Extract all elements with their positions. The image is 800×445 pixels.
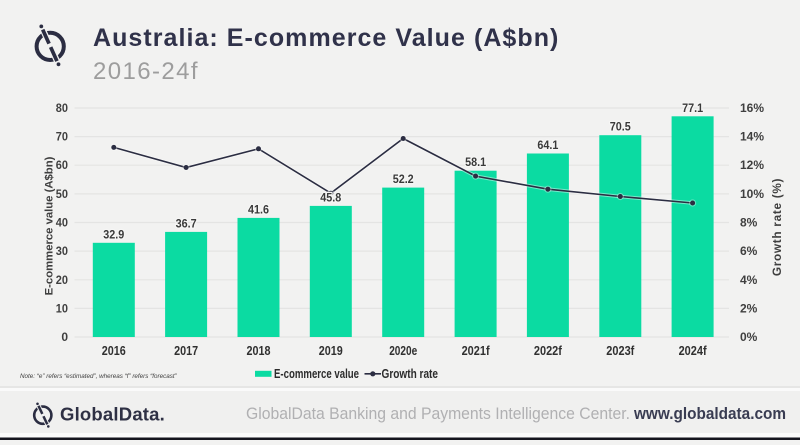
- svg-text:2021f: 2021f: [462, 343, 491, 358]
- svg-text:16%: 16%: [740, 101, 764, 115]
- svg-text:www.globaldata.com: www.globaldata.com: [633, 405, 786, 423]
- svg-text:0: 0: [61, 330, 68, 344]
- svg-text:10: 10: [56, 301, 68, 315]
- svg-text:2024f: 2024f: [679, 343, 708, 358]
- svg-text:2023f: 2023f: [606, 343, 635, 358]
- svg-text:64.1: 64.1: [537, 138, 558, 152]
- svg-text:45.8: 45.8: [320, 190, 341, 204]
- svg-text:GlobalData.: GlobalData.: [60, 404, 165, 425]
- svg-text:6%: 6%: [740, 244, 758, 258]
- svg-text:12%: 12%: [740, 158, 764, 172]
- svg-text:Note: “e” refers “estimated”,: Note: “e” refers “estimated”, whereas “f…: [20, 373, 178, 380]
- svg-text:70.5: 70.5: [610, 120, 631, 134]
- svg-text:2%: 2%: [740, 301, 758, 315]
- svg-text:Australia: E-commerce Value (A: Australia: E-commerce Value (A$bn): [93, 24, 559, 52]
- svg-text:2018: 2018: [247, 343, 271, 358]
- svg-text:70: 70: [56, 130, 68, 144]
- svg-text:GlobalData Banking and Payment: GlobalData Banking and Payments Intellig…: [246, 405, 630, 423]
- svg-text:80: 80: [56, 101, 68, 115]
- svg-text:10%: 10%: [740, 187, 764, 201]
- svg-text:2016: 2016: [102, 343, 126, 358]
- svg-text:20: 20: [56, 273, 68, 287]
- svg-text:14%: 14%: [740, 130, 764, 144]
- svg-text:40: 40: [56, 216, 68, 230]
- svg-text:2016-24f: 2016-24f: [93, 58, 199, 85]
- svg-text:Growth rate (%): Growth rate (%): [770, 178, 784, 276]
- svg-text:30: 30: [56, 244, 68, 258]
- svg-text:52.2: 52.2: [393, 172, 414, 186]
- svg-text:4%: 4%: [740, 273, 758, 287]
- svg-text:2019: 2019: [319, 343, 343, 358]
- svg-text:50: 50: [56, 187, 68, 201]
- svg-text:60: 60: [56, 158, 68, 172]
- svg-text:8%: 8%: [740, 216, 758, 230]
- svg-text:32.9: 32.9: [103, 227, 124, 241]
- svg-text:41.6: 41.6: [248, 202, 269, 216]
- svg-text:2020e: 2020e: [389, 343, 417, 358]
- svg-text:0%: 0%: [740, 330, 758, 344]
- svg-text:2017: 2017: [174, 343, 198, 358]
- svg-text:58.1: 58.1: [465, 155, 486, 169]
- svg-text:36.7: 36.7: [176, 216, 197, 230]
- svg-text:Growth rate: Growth rate: [382, 367, 439, 381]
- svg-text:77.1: 77.1: [682, 101, 703, 115]
- svg-text:E-commerce value: E-commerce value: [274, 367, 359, 381]
- svg-text:E-commerce value (A$bn): E-commerce value (A$bn): [44, 156, 56, 295]
- svg-text:2022f: 2022f: [534, 343, 563, 358]
